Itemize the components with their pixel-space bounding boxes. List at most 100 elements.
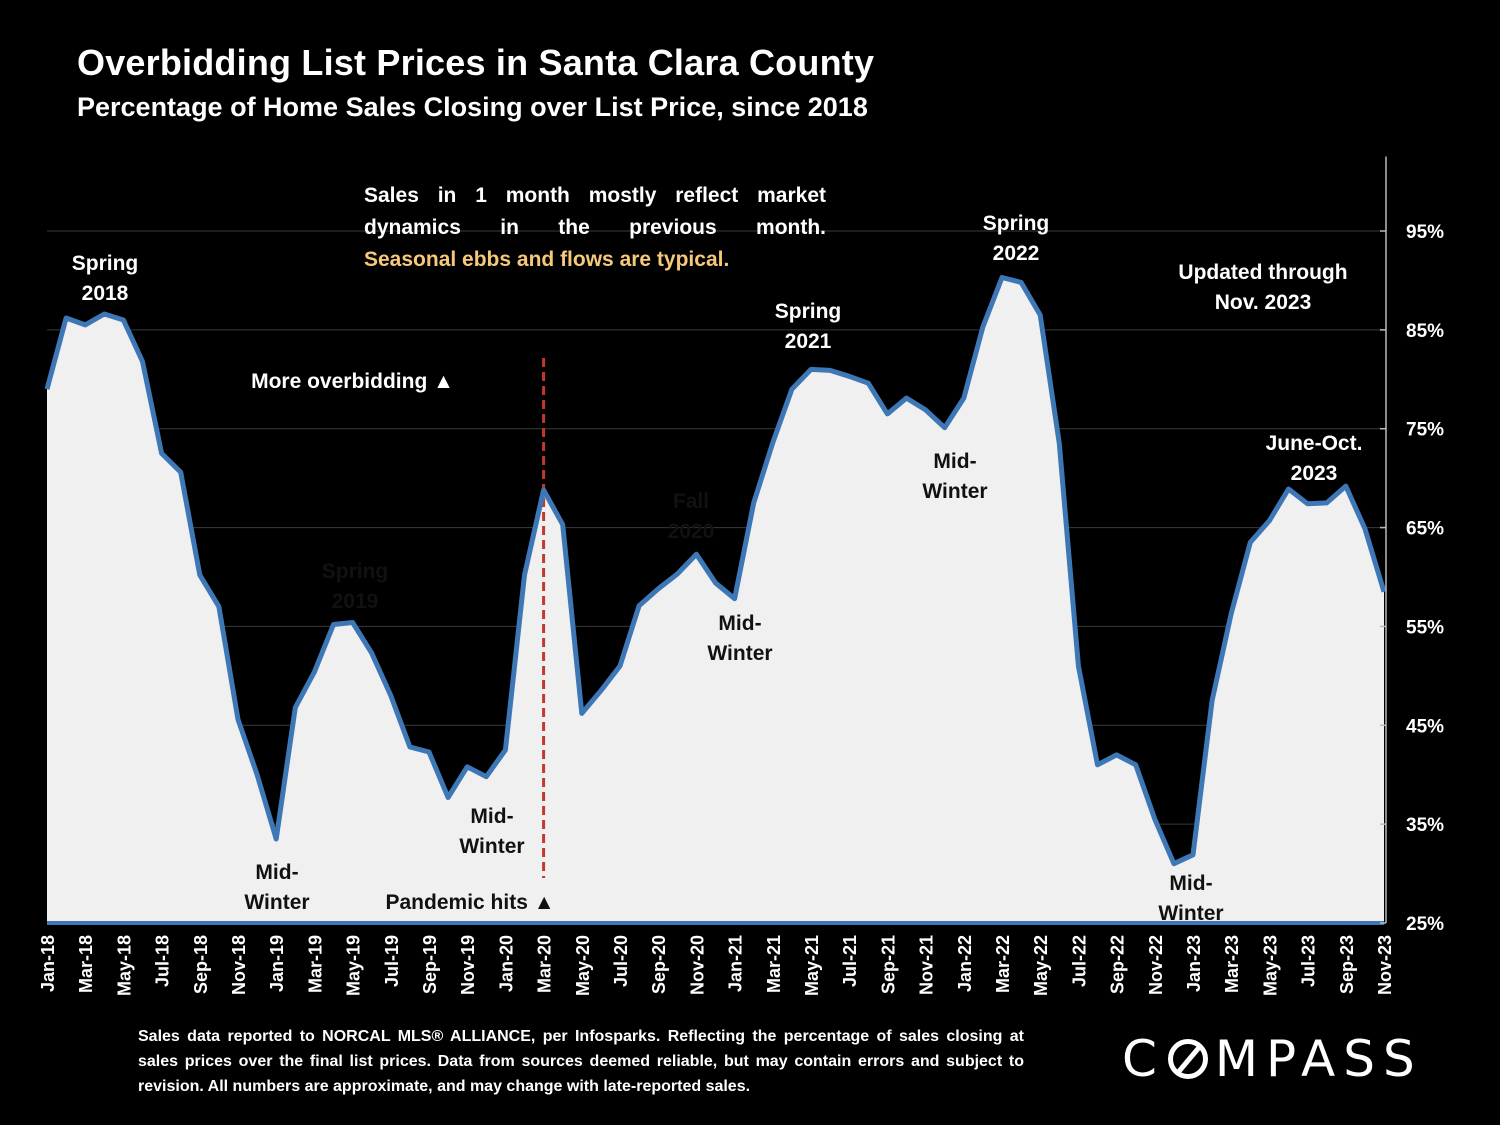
- annotation-line: 2021: [784, 330, 832, 353]
- note-line-2: dynamics in the previous month.: [364, 216, 826, 239]
- x-tick-label: Jan-19: [267, 935, 287, 992]
- x-tick-label: Jan-20: [496, 935, 516, 992]
- x-tick-label: Jan-22: [955, 935, 975, 992]
- annotation-fall-2020: Fall 2020: [641, 487, 741, 547]
- annotation-line: Spring: [982, 212, 1050, 235]
- annotation-line: Fall: [672, 490, 710, 513]
- y-tick-label: 65%: [1406, 519, 1444, 540]
- x-tick-label: Jul-20: [611, 935, 631, 987]
- x-tick-label: Mar-23: [1222, 935, 1242, 993]
- note-highlight: Seasonal ebbs and flows are typical.: [364, 248, 730, 271]
- annotation-june-oct-2023: June-Oct. 2023: [1254, 429, 1374, 489]
- annotation-line: Spring: [71, 252, 139, 275]
- x-tick-label: Sep-19: [420, 935, 440, 994]
- annotation-line: Winter: [244, 891, 310, 914]
- x-tick-label: May-23: [1260, 935, 1280, 996]
- y-tick-label: 55%: [1406, 617, 1444, 638]
- x-tick-label: May-22: [1031, 935, 1051, 996]
- logo-o-mark: [1167, 1039, 1208, 1079]
- annotation-line: 2019: [331, 590, 379, 613]
- x-tick-label: Nov-19: [458, 935, 478, 995]
- x-tick-label: Jan-18: [38, 935, 58, 992]
- annotation-line: June-Oct.: [1265, 432, 1363, 455]
- x-tick-label: Jul-23: [1299, 935, 1319, 987]
- annotation-line: Spring: [321, 560, 389, 583]
- x-tick-label: Jul-22: [1069, 935, 1089, 987]
- x-tick-label: Sep-20: [649, 935, 669, 994]
- x-tick-label: Mar-22: [993, 935, 1013, 993]
- x-tick-label: Jan-23: [1184, 935, 1204, 992]
- annotation-line: Mid-: [255, 861, 299, 884]
- annotation-midwinter-2019: Mid- Winter: [227, 858, 327, 918]
- area-fill: [47, 277, 1384, 923]
- annotation-pandemic-hits: Pandemic hits ▲: [370, 888, 570, 918]
- x-tick-label: Mar-20: [535, 935, 555, 993]
- x-tick-label: Sep-18: [191, 935, 211, 994]
- annotation-line: Mid-: [1169, 872, 1213, 895]
- logo-letter: C: [1122, 1030, 1165, 1088]
- x-axis-ticks: Jan-18 Mar-18 May-18 Jul-18 Sep-18 Nov-18 Jan-…: [38, 935, 1395, 996]
- annotation-line: Mid-: [470, 805, 514, 828]
- annotation-spring-2022: Spring 2022: [966, 209, 1066, 269]
- y-tick-label: 75%: [1406, 420, 1444, 441]
- annotation-line: Spring: [774, 300, 842, 323]
- annotation-spring-2018: Spring 2018: [55, 249, 155, 309]
- x-tick-label: Jul-19: [382, 935, 402, 987]
- x-tick-label: Nov-20: [687, 935, 707, 995]
- x-tick-label: Mar-21: [764, 935, 784, 993]
- annotation-line: More overbidding ▲: [251, 370, 454, 393]
- annotation-line: Winter: [1158, 902, 1224, 925]
- note-line-1: Sales in 1 month mostly reflect market: [364, 184, 826, 207]
- annotation-line: Updated through: [1178, 261, 1348, 284]
- x-tick-label: Nov-21: [917, 935, 937, 995]
- x-tick-label: May-18: [114, 935, 134, 996]
- x-tick-label: Sep-22: [1108, 935, 1128, 994]
- annotation-line: Nov. 2023: [1214, 291, 1312, 314]
- y-tick-label: 85%: [1406, 321, 1444, 342]
- chart-subtitle: Percentage of Home Sales Closing over Li…: [77, 92, 868, 122]
- explanatory-note: Sales in 1 month mostly reflect market d…: [364, 180, 826, 276]
- logo-letters: MPASS: [1214, 1030, 1423, 1088]
- x-tick-label: Sep-21: [878, 935, 898, 994]
- annotation-spring-2019: Spring 2019: [305, 557, 405, 617]
- annotation-line: 2020: [667, 520, 715, 543]
- x-tick-label: Jan-21: [726, 935, 746, 992]
- annotation-line: 2018: [81, 282, 129, 305]
- x-tick-label: Nov-18: [229, 935, 249, 995]
- annotation-midwinter-2022: Mid- Winter: [905, 447, 1005, 507]
- y-tick-label: 35%: [1406, 815, 1444, 836]
- y-tick-label: 25%: [1406, 914, 1444, 935]
- x-tick-label: Jul-18: [153, 935, 173, 987]
- annotation-line: 2022: [992, 242, 1040, 265]
- annotation-line: 2023: [1290, 462, 1338, 485]
- x-tick-label: Nov-23: [1375, 935, 1395, 995]
- y-tick-label: 45%: [1406, 716, 1444, 737]
- annotation-line: Winter: [707, 642, 773, 665]
- x-tick-label: Nov-22: [1146, 935, 1166, 995]
- x-tick-label: Sep-23: [1337, 935, 1357, 994]
- footer-disclaimer: Sales data reported to NORCAL MLS® ALLIA…: [138, 1028, 1024, 1095]
- annotation-line: Pandemic hits ▲: [385, 891, 555, 914]
- annotation-midwinter-2020: Mid- Winter: [442, 802, 542, 862]
- x-tick-label: Mar-19: [305, 935, 325, 993]
- annotation-more-overbidding: More overbidding ▲: [200, 367, 505, 397]
- annotation-midwinter-2023: Mid- Winter: [1141, 869, 1241, 929]
- x-tick-label: Mar-18: [76, 935, 96, 993]
- annotation-line: Winter: [922, 480, 988, 503]
- annotation-midwinter-2021: Mid- Winter: [690, 609, 790, 669]
- compass-logo: C MPASS: [1122, 1030, 1423, 1088]
- annotation-line: Mid-: [718, 612, 762, 635]
- y-axis-ticks: 25% 35% 45% 55% 65% 75% 85% 95%: [1380, 222, 1444, 935]
- x-tick-label: May-19: [344, 935, 364, 996]
- y-tick-label: 95%: [1406, 222, 1444, 243]
- series-line: [44, 275, 1387, 867]
- chart-title: Overbidding List Prices in Santa Clara C…: [77, 42, 875, 83]
- annotation-updated-through: Updated through Nov. 2023: [1153, 258, 1373, 318]
- x-tick-label: Jul-21: [840, 935, 860, 987]
- annotation-line: Winter: [459, 835, 525, 858]
- annotation-spring-2021: Spring 2021: [758, 297, 858, 357]
- annotation-line: Mid-: [933, 450, 977, 473]
- x-tick-label: May-20: [573, 935, 593, 996]
- x-tick-label: May-21: [802, 935, 822, 996]
